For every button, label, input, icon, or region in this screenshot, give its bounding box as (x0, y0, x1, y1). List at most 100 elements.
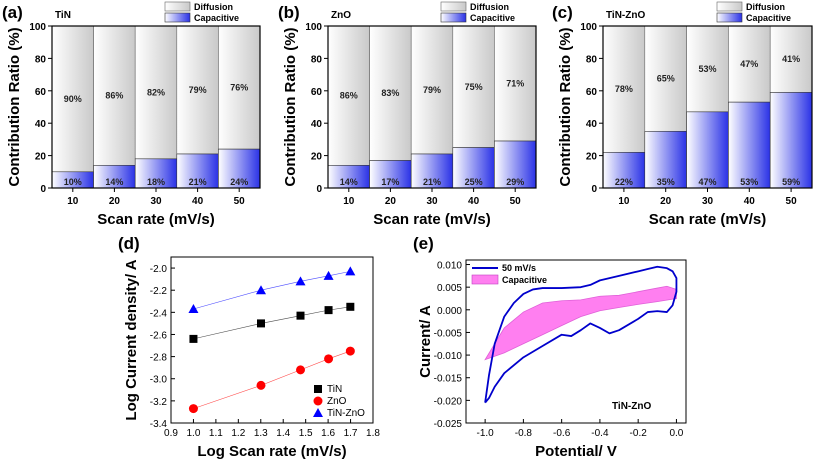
panel-label: (a) (2, 3, 23, 22)
annotation: TiN-ZnO (612, 401, 651, 412)
x-tick-label: 1.0 (186, 428, 200, 439)
data-label-diffusion: 65% (657, 74, 675, 84)
legend-marker (314, 385, 322, 393)
x-axis-title: Potential/ V (535, 443, 617, 460)
chart-title: TiN-ZnO (606, 10, 645, 21)
y-tick-label: 100 (305, 22, 322, 33)
y-tick-label: -0.025 (434, 419, 463, 430)
point-zno (296, 365, 306, 375)
y-tick-label: 20 (35, 152, 47, 163)
x-tick-label: 1.8 (366, 428, 380, 439)
y-tick-label: 80 (311, 54, 323, 65)
point-zno (345, 346, 355, 356)
legend-label-capacitive: Capacitive (502, 275, 547, 285)
legend-label-capacitive: Capacitive (470, 13, 515, 23)
y-tick-label: 40 (586, 119, 598, 130)
x-axis-title: Scan rate (mV/s) (97, 211, 215, 228)
x-tick-label: -0.2 (630, 428, 648, 439)
y-tick-label: -2.0 (150, 264, 168, 275)
point-zno (188, 404, 198, 414)
x-tick-label: 0.9 (164, 428, 178, 439)
y-tick-label: -3.2 (150, 397, 168, 408)
data-label-capacitive: 35% (657, 177, 675, 187)
y-tick-label: 100 (29, 22, 46, 33)
data-label-capacitive: 24% (230, 177, 248, 187)
x-tick-label: 20 (109, 196, 121, 207)
data-label-diffusion: 86% (340, 91, 358, 101)
data-label-capacitive: 25% (465, 177, 483, 187)
x-axis-title: Scan rate (mV/s) (373, 211, 491, 228)
y-tick-label: -3.0 (150, 375, 168, 386)
bar-capacitive (602, 152, 646, 189)
data-label-diffusion: 78% (615, 84, 633, 94)
cv-curve-50mvs (484, 265, 678, 404)
plot-frame (170, 256, 374, 424)
data-label-diffusion: 79% (423, 85, 441, 95)
data-label-capacitive: 21% (189, 177, 207, 187)
data-label-diffusion: 83% (381, 88, 399, 98)
capacitive-area (484, 285, 677, 361)
y-tick-label: -0.005 (434, 328, 463, 339)
data-label-diffusion: 90% (64, 94, 82, 104)
data-label-capacitive: 18% (147, 177, 165, 187)
panel-d: 0.9 1.0 1.1 1.2 1.3 1.4 1.5 1.6 1.7 1.8 -3.4 -3.2 -3… (118, 234, 380, 460)
plot-frame (327, 25, 537, 189)
point-tin (346, 302, 355, 311)
y-tick-label: 40 (35, 119, 47, 130)
y-axis-title: Contribution Ratio (%) (6, 27, 23, 186)
y-tick-label: 60 (586, 87, 598, 98)
data-label-capacitive: 29% (506, 177, 524, 187)
panel-label: (b) (278, 3, 300, 22)
y-tick-label: 40 (311, 119, 323, 130)
data-label-capacitive: 59% (782, 177, 800, 187)
y-tick-label: 20 (586, 152, 598, 163)
x-tick-label: 50 (510, 196, 522, 207)
data-label-diffusion: 82% (147, 87, 165, 97)
x-tick-label: 10 (618, 196, 630, 207)
bar-diffusion (644, 25, 687, 132)
x-tick-label: 20 (660, 196, 672, 207)
x-tick-label: 1.1 (209, 428, 223, 439)
bar-diffusion (452, 25, 495, 148)
x-tick-label: 1.4 (276, 428, 290, 439)
y-tick-label: 0 (591, 184, 597, 195)
plot-frame (465, 259, 687, 424)
legend-label: TiN-ZnO (327, 408, 365, 419)
bar-diffusion (369, 25, 412, 161)
point-tin (257, 319, 266, 328)
bar-diffusion (494, 25, 537, 142)
x-tick-label: 40 (744, 196, 756, 207)
panel-e: -1.0 -0.8 -0.6 -0.4 -0.2 0.0 -0.025 -0.020 -0.01… (413, 234, 687, 460)
chart-title: TiN (55, 10, 71, 21)
y-tick-label: 60 (35, 87, 47, 98)
y-tick-label: 60 (311, 87, 323, 98)
plot-frame (51, 25, 261, 189)
x-tick-label: 1.5 (299, 428, 313, 439)
point-zno (324, 354, 334, 364)
y-tick-label: 0.000 (437, 306, 462, 317)
point-tin-zno (345, 266, 356, 276)
bar-diffusion (602, 25, 646, 153)
legend-swatch-diffusion (164, 1, 191, 12)
x-tick-label: 40 (192, 196, 204, 207)
data-label-capacitive: 47% (698, 177, 716, 187)
bar-capacitive (686, 111, 729, 189)
x-tick-label: 40 (468, 196, 480, 207)
bar-capacitive (494, 140, 537, 189)
y-tick-label: 100 (580, 22, 597, 33)
y-tick-label: -2.4 (150, 308, 168, 319)
data-label-capacitive: 10% (64, 177, 82, 187)
data-label-capacitive: 21% (423, 177, 441, 187)
y-tick-label: 20 (311, 152, 323, 163)
legend-marker (313, 396, 323, 406)
point-tin (296, 311, 305, 320)
bar-capacitive (410, 153, 454, 189)
data-label-diffusion: 75% (465, 82, 483, 92)
data-label-diffusion: 47% (740, 59, 758, 69)
point-tin-zno (256, 285, 267, 295)
point-tin-zno (295, 276, 306, 286)
y-axis-title: Contribution Ratio (%) (282, 27, 299, 186)
data-label-diffusion: 76% (230, 83, 248, 93)
x-tick-label: 10 (67, 196, 79, 207)
